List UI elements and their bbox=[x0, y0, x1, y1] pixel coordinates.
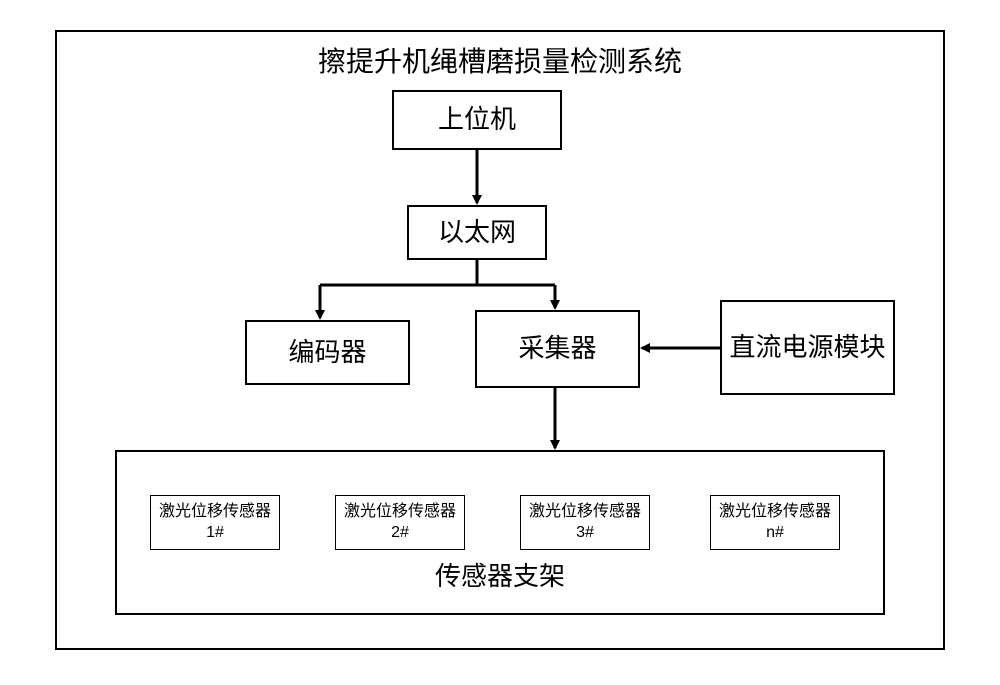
node-encoder: 编码器 bbox=[245, 320, 410, 385]
node-sensor-1-label: 激光位移传感器1# bbox=[153, 502, 277, 544]
node-sensor-3-label: 激光位移传感器3# bbox=[523, 502, 647, 544]
node-host: 上位机 bbox=[392, 90, 562, 150]
node-collector: 采集器 bbox=[475, 310, 640, 388]
node-sensor-1: 激光位移传感器1# bbox=[150, 495, 280, 550]
node-power-label: 直流电源模块 bbox=[729, 331, 885, 365]
node-encoder-label: 编码器 bbox=[288, 336, 366, 370]
node-sensor-2: 激光位移传感器2# bbox=[335, 495, 465, 550]
node-collector-label: 采集器 bbox=[518, 332, 596, 366]
title-text: 擦提升机绳槽磨损量检测系统 bbox=[318, 46, 682, 77]
node-ethernet: 以太网 bbox=[407, 205, 547, 260]
diagram-canvas: 擦提升机绳槽磨损量检测系统 上位机 以太网 编码器 采集器 直流电源模块 传感器… bbox=[0, 0, 1000, 685]
node-ethernet-label: 以太网 bbox=[438, 216, 516, 250]
node-sensor-3: 激光位移传感器3# bbox=[520, 495, 650, 550]
node-sensor-2-label: 激光位移传感器2# bbox=[338, 502, 462, 544]
diagram-title: 擦提升机绳槽磨损量检测系统 bbox=[200, 40, 800, 80]
node-power: 直流电源模块 bbox=[720, 300, 895, 395]
node-sensor-n: 激光位移传感器n# bbox=[710, 495, 840, 550]
node-host-label: 上位机 bbox=[438, 103, 516, 137]
node-sensor-n-label: 激光位移传感器n# bbox=[713, 502, 837, 544]
sensor-bracket-label: 传感器支架 bbox=[435, 556, 565, 593]
